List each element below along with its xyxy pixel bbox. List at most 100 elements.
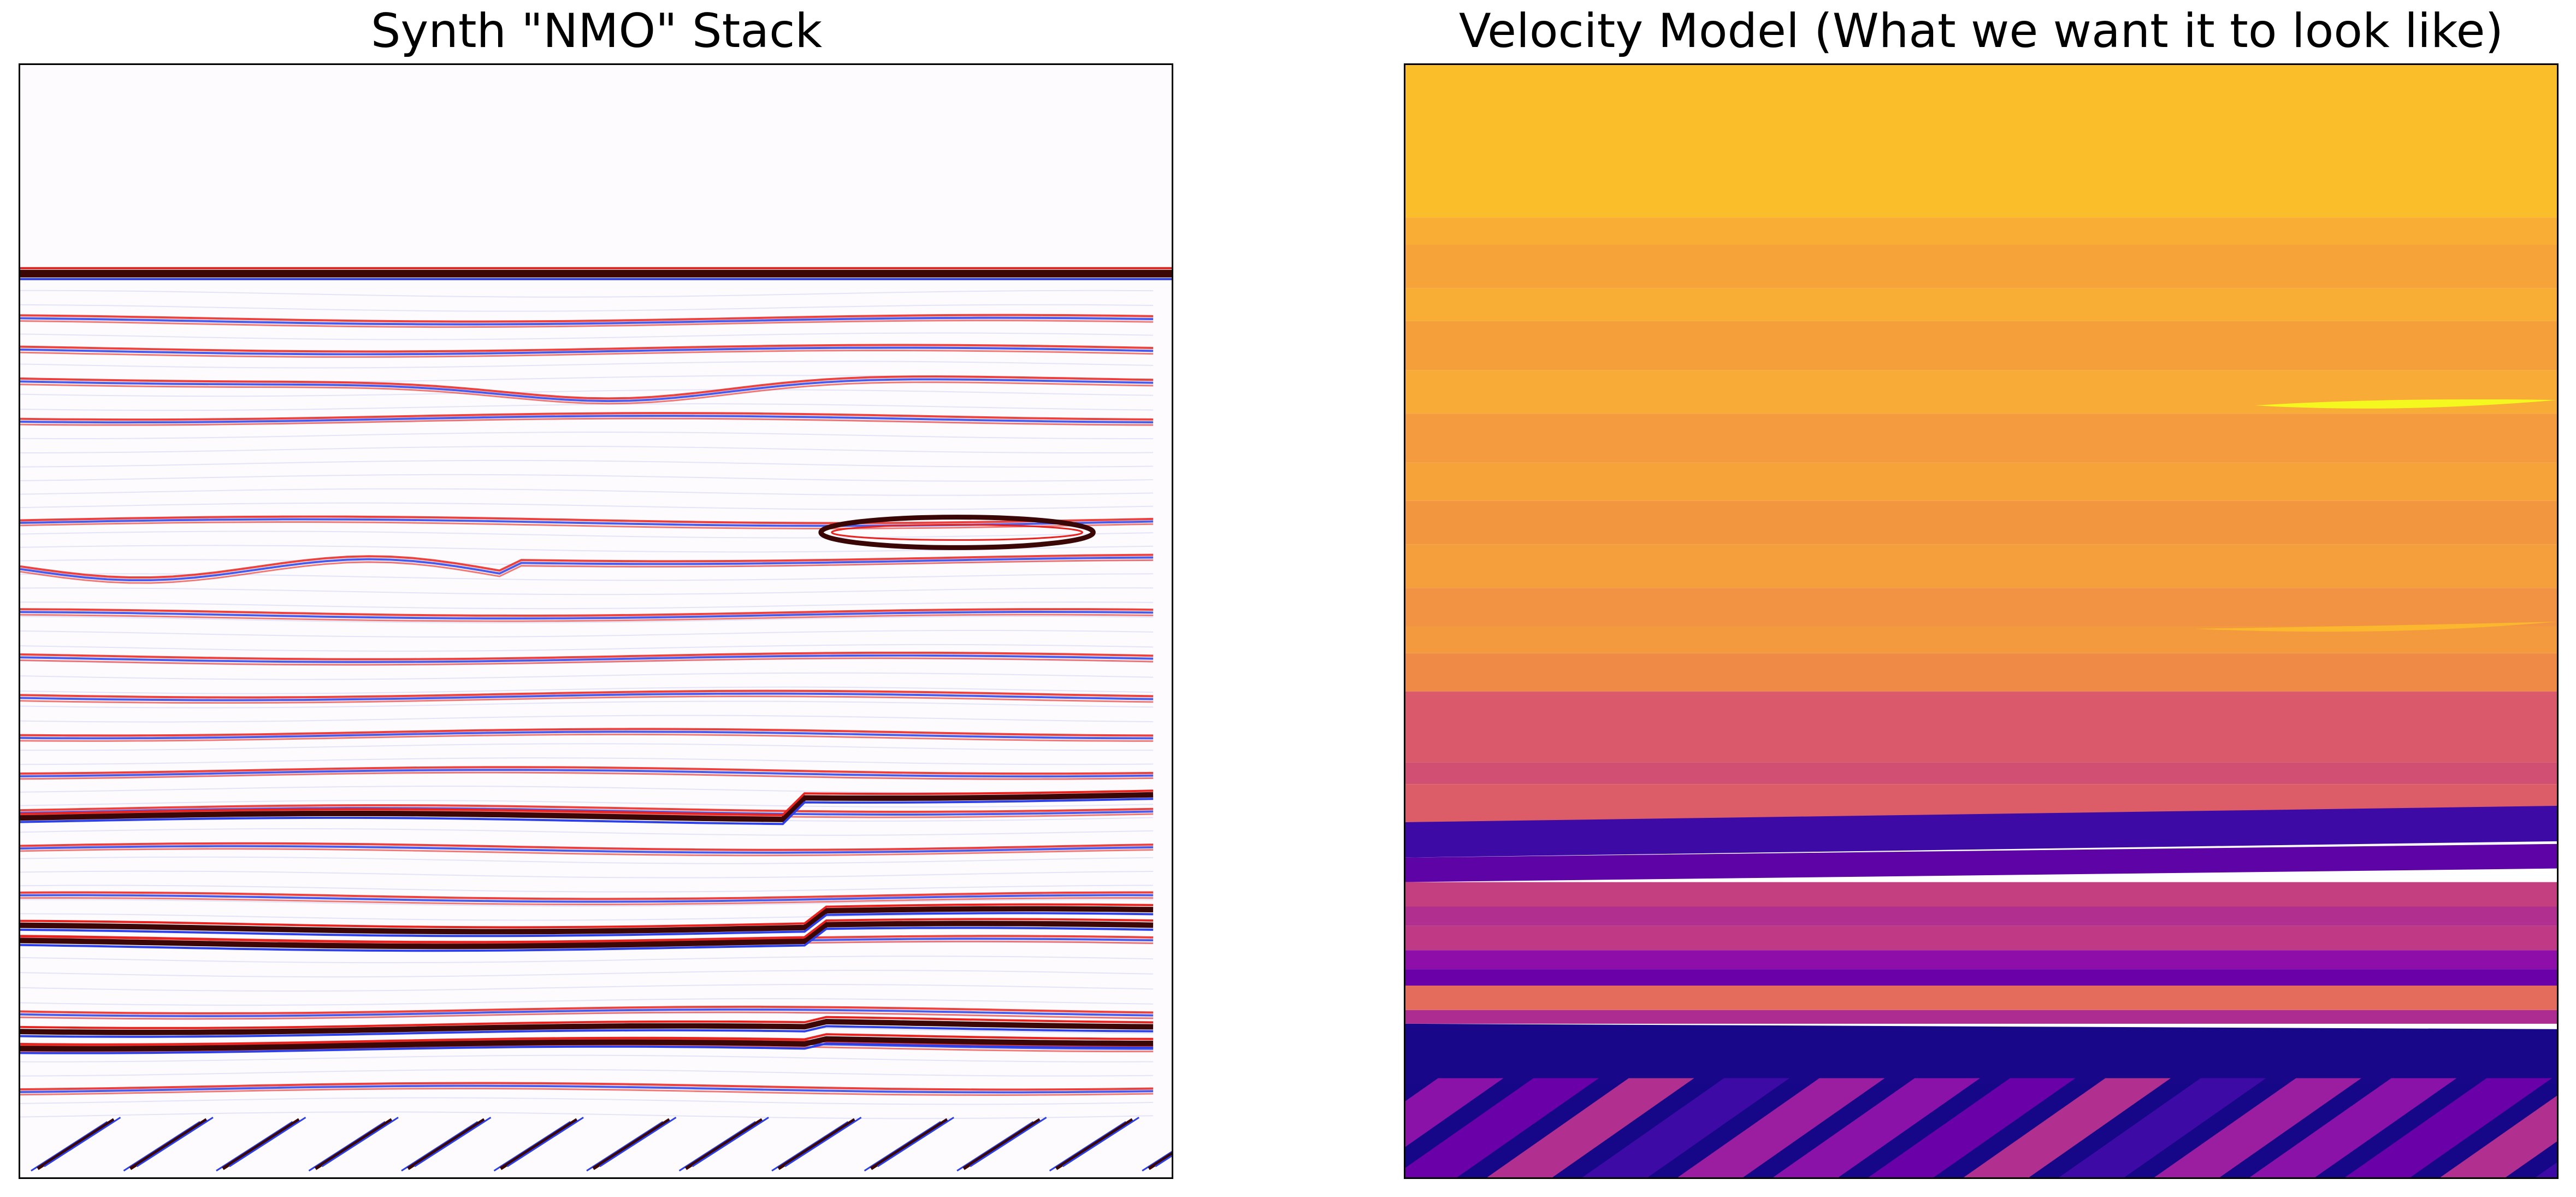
dipping-reflector <box>771 1117 862 1172</box>
faint-reflector <box>20 530 1154 539</box>
dipping-reflector <box>216 1117 306 1172</box>
faint-reflector <box>20 587 1154 595</box>
faint-reflector <box>20 743 1154 751</box>
top-horizon-edge <box>20 267 1172 269</box>
dipping-velocity-layer <box>2249 1078 2457 1177</box>
reflector <box>20 1082 1154 1096</box>
reflector <box>20 766 1154 780</box>
reflector <box>20 375 1154 405</box>
faint-reflector <box>20 629 1154 638</box>
faint-reflector <box>20 700 1154 709</box>
velocity-layer <box>1405 500 2557 545</box>
dipping-velocity-layer <box>1868 1078 2076 1177</box>
dipping-reflector <box>586 1117 677 1172</box>
velocity-layer <box>1405 653 2557 692</box>
dipping-velocity-layer <box>2440 1095 2557 1177</box>
faint-reflector <box>20 970 1154 978</box>
strong-reflector <box>20 789 1154 825</box>
velocity-layer <box>1405 588 2557 626</box>
dipping-velocity-layer <box>2536 1162 2557 1177</box>
velocity-layer <box>1405 245 2557 288</box>
faint-reflector <box>20 502 1154 510</box>
lens-reflector <box>818 515 1096 550</box>
velocity-layer <box>1405 626 2557 653</box>
faint-reflector <box>20 616 1154 623</box>
velocity-layer <box>1405 762 2557 785</box>
dipping-velocity-layer <box>1487 1078 1694 1177</box>
dipping-reflector <box>1142 1151 1172 1172</box>
velocity-layer <box>1405 544 2557 588</box>
velocity-layer <box>1405 950 2557 970</box>
faint-reflector <box>20 644 1154 652</box>
velocity-lens <box>2255 399 2557 409</box>
strong-reflector <box>20 1033 1154 1054</box>
velocity-layer <box>1405 1023 2557 1089</box>
strong-reflector <box>20 1016 1154 1038</box>
velocity-layer <box>1405 321 2557 370</box>
dipping-reflector <box>123 1117 214 1172</box>
dipping-reflector <box>1049 1117 1139 1172</box>
seismic-stack-plot <box>19 63 1173 1179</box>
velocity-layer <box>1405 986 2557 1010</box>
reflector <box>20 689 1154 704</box>
faint-reflector <box>20 672 1154 680</box>
faint-reflector <box>20 432 1154 439</box>
faint-reflector <box>20 800 1154 807</box>
top-horizon-edge <box>20 278 1172 280</box>
faint-reflector <box>20 488 1154 496</box>
dipping-velocity-layer <box>1405 1078 1599 1177</box>
faint-reflector <box>20 899 1154 907</box>
right-panel-title: Velocity Model (What we want it to look … <box>1458 4 2504 58</box>
reflector <box>20 728 1154 742</box>
velocity-model-plot <box>1404 63 2559 1179</box>
reflector <box>20 651 1154 666</box>
dipping-reflector <box>308 1117 399 1172</box>
faint-reflector <box>20 828 1154 836</box>
left-panel-title: Synth "NMO" Stack <box>370 4 823 58</box>
reflector <box>20 412 1154 426</box>
faint-reflector <box>20 885 1154 893</box>
velocity-model-image <box>1405 65 2557 1177</box>
velocity-layer <box>1405 370 2557 414</box>
reflector <box>20 344 1154 358</box>
reflector <box>20 553 1154 584</box>
faint-reflector <box>20 332 1154 340</box>
velocity-layer <box>1405 288 2557 321</box>
velocity-layer <box>1405 217 2557 245</box>
dipping-velocity-layer <box>1582 1078 1789 1177</box>
faint-reflector <box>20 856 1154 864</box>
velocity-layer <box>1405 1010 2557 1024</box>
velocity-layer <box>1405 691 2557 763</box>
velocity-layer <box>1405 844 2557 882</box>
seismic-stack-image <box>20 65 1172 1177</box>
velocity-layer <box>1405 65 2557 218</box>
dipping-velocity-layer <box>1964 1078 2171 1177</box>
lens-reflector <box>831 524 1083 541</box>
dipping-reflector <box>864 1117 954 1172</box>
faint-reflector <box>20 474 1154 482</box>
dipping-velocity-layer <box>2345 1078 2553 1177</box>
strong-reflector <box>20 903 1154 937</box>
dipping-velocity-layer <box>1677 1078 1885 1177</box>
faint-reflector <box>20 1069 1154 1077</box>
faint-reflector <box>20 304 1154 312</box>
faint-reflector <box>20 715 1154 723</box>
dipping-reflector <box>956 1117 1047 1172</box>
velocity-layer <box>1405 906 2557 926</box>
velocity-layer <box>1405 882 2557 907</box>
faint-reflector <box>20 1111 1154 1119</box>
dipping-reflector <box>493 1117 584 1172</box>
velocity-layer <box>1405 462 2557 501</box>
faint-reflector <box>20 870 1154 878</box>
velocity-layer <box>1405 414 2557 463</box>
faint-reflector <box>20 361 1154 369</box>
reflector <box>20 842 1154 857</box>
faint-reflector <box>20 1097 1154 1105</box>
reflector <box>20 891 1154 905</box>
strong-reflector <box>20 918 1154 952</box>
faint-reflector <box>20 459 1154 468</box>
dipping-reflector <box>31 1117 121 1172</box>
faint-reflector <box>20 956 1154 964</box>
velocity-layer <box>1405 806 2557 858</box>
velocity-lens <box>2195 621 2557 632</box>
